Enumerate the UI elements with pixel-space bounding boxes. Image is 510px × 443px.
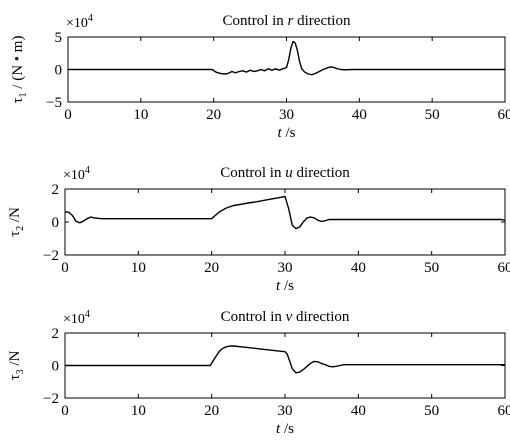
y-axis-label-symbol: τ	[7, 231, 23, 237]
y-axis-label: τ1 / (N • m)	[10, 36, 29, 104]
axes-frame	[64, 188, 506, 256]
y-axis-label-unit: / (N • m)	[10, 36, 26, 93]
chart-title-prefix: Control in	[221, 309, 286, 325]
chart-title-prefix: Control in	[223, 13, 288, 29]
x-axis-label: t /s	[276, 421, 294, 437]
axis-scale-exponent: 4	[85, 309, 90, 320]
chart-title-variable: u	[285, 165, 293, 181]
axis-scale-multiplier: ×104	[63, 309, 90, 327]
y-axis-label: τ2 /N	[7, 207, 26, 237]
chart-title-prefix: Control in	[220, 165, 285, 181]
axis-scale-base: ×10	[63, 312, 85, 327]
y-tick-label: −2	[43, 248, 59, 264]
x-tick-label: 10	[131, 260, 146, 276]
x-tick-label: 0	[61, 403, 69, 419]
y-tick-label: −2	[43, 391, 59, 407]
y-tick-label: 2	[52, 326, 60, 342]
chart-title-variable: r	[288, 13, 294, 29]
chart-title: Control in v direction	[221, 309, 350, 325]
x-tick-label: 50	[424, 403, 439, 419]
x-tick-label: 20	[206, 107, 221, 123]
x-tick-label: 0	[64, 107, 72, 123]
x-axis-label-variable: t	[278, 125, 283, 141]
chart-title-suffix: direction	[293, 165, 351, 181]
y-tick-label: −5	[46, 95, 62, 111]
x-axis-label-variable: t	[276, 421, 281, 437]
x-axis-label-variable: t	[276, 278, 281, 294]
y-axis-label: τ3 /N	[7, 350, 26, 380]
x-tick-label: 50	[424, 260, 439, 276]
chart-title-variable: v	[286, 309, 293, 325]
chart-title-suffix: direction	[292, 309, 350, 325]
x-axis-label-unit: /s	[280, 421, 294, 437]
axis-scale-multiplier: ×104	[66, 13, 93, 31]
x-tick-label: 60	[498, 107, 510, 123]
x-axis-label: t /s	[278, 125, 296, 141]
x-tick-label: 0	[61, 260, 69, 276]
y-tick-label: 5	[55, 30, 63, 46]
axis-scale-multiplier: ×104	[63, 165, 90, 183]
axis-scale-base: ×10	[63, 168, 85, 183]
series-line-1	[65, 195, 506, 230]
x-axis-label: t /s	[276, 278, 294, 294]
y-tick-label: 0	[52, 359, 60, 375]
y-axis-label-symbol: τ	[10, 97, 26, 103]
x-tick-label: 50	[425, 107, 440, 123]
series-line-1	[68, 40, 505, 76]
axis-scale-base: ×10	[66, 16, 88, 31]
x-axis-label-unit: /s	[282, 125, 296, 141]
x-tick-label: 40	[351, 403, 366, 419]
x-tick-label: 10	[131, 403, 146, 419]
axis-scale-exponent: 4	[88, 13, 93, 24]
series-line-1	[65, 345, 505, 374]
y-axis-label-unit: /N	[7, 207, 23, 226]
axis-scale-exponent: 4	[85, 165, 90, 176]
chart-title: Control in u direction	[220, 165, 350, 181]
x-tick-label: 20	[204, 260, 219, 276]
y-axis-label-symbol: τ	[7, 374, 23, 380]
y-tick-label: 2	[52, 182, 60, 198]
x-tick-label: 30	[278, 260, 293, 276]
y-axis-label-unit: /N	[7, 350, 23, 369]
y-tick-label: 0	[52, 215, 60, 231]
x-tick-label: 40	[351, 260, 366, 276]
x-tick-label: 30	[279, 107, 294, 123]
y-axis-label-subscript: 1	[18, 92, 29, 97]
y-axis-label-subscript: 2	[15, 226, 26, 231]
x-tick-label: 30	[278, 403, 293, 419]
x-tick-label: 60	[498, 403, 510, 419]
chart-title-suffix: direction	[293, 13, 351, 29]
x-tick-label: 10	[133, 107, 148, 123]
chart-title: Control in r direction	[223, 13, 351, 29]
x-tick-label: 20	[204, 403, 219, 419]
x-tick-label: 60	[498, 260, 510, 276]
x-tick-label: 40	[352, 107, 367, 123]
x-axis-label-unit: /s	[280, 278, 294, 294]
y-axis-label-subscript: 3	[15, 369, 26, 374]
y-tick-label: 0	[55, 63, 63, 79]
